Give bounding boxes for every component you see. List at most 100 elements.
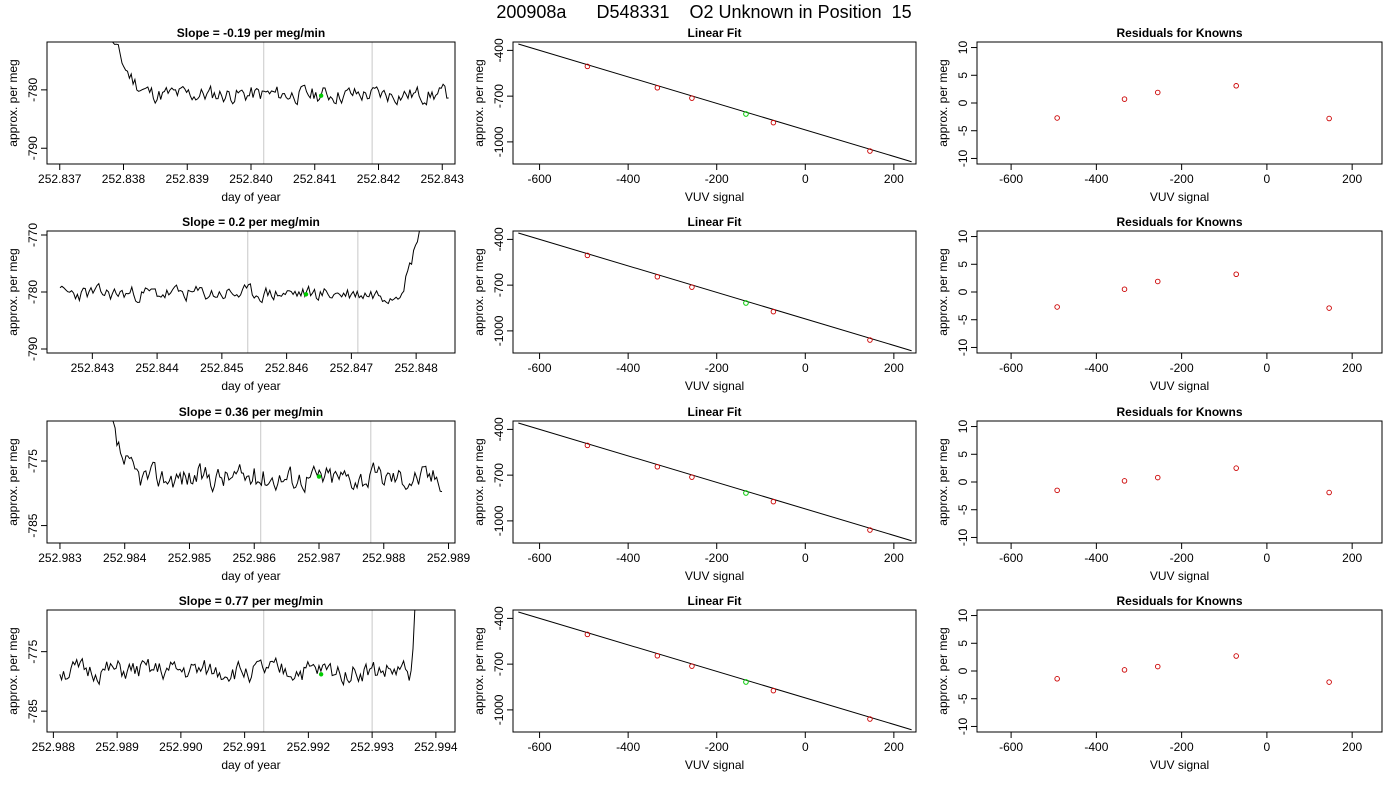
x-tick-label: 200 bbox=[884, 551, 904, 565]
y-tick-label: -700 bbox=[492, 463, 506, 487]
x-tick-label: 252.987 bbox=[297, 551, 341, 565]
x-tick-label: -200 bbox=[1170, 551, 1194, 565]
x-tick-label: 252.840 bbox=[229, 172, 273, 186]
panel-1-3: Residuals for Knowns VUV signal approx. pe… bbox=[936, 26, 1383, 204]
panel-2-3: Residuals for Knowns VUV signal approx. pe… bbox=[936, 215, 1383, 393]
data-trace-line bbox=[112, 421, 443, 494]
panel-title: Linear Fit bbox=[687, 405, 741, 419]
y-tick-label: 0 bbox=[956, 288, 970, 295]
panel-title: Residuals for Knowns bbox=[1116, 594, 1242, 608]
y-tick-label: -700 bbox=[492, 84, 506, 108]
y-axis-label: approx. per meg bbox=[936, 627, 950, 714]
y-tick-label: -1000 bbox=[492, 126, 506, 157]
x-tick-label: 252.986 bbox=[233, 551, 277, 565]
y-tick-label: -10 bbox=[956, 149, 970, 167]
plot-area bbox=[518, 232, 912, 352]
x-tick-label: -200 bbox=[705, 740, 729, 754]
x-tick-label: -200 bbox=[1170, 361, 1194, 375]
plot-frame bbox=[512, 41, 917, 165]
known-point bbox=[867, 527, 873, 533]
y-axis-label: approx. per meg bbox=[936, 438, 950, 525]
x-tick-label: 252.994 bbox=[414, 740, 458, 754]
x-tick-label: -400 bbox=[1084, 551, 1108, 565]
y-tick-label: -5 bbox=[956, 125, 970, 136]
y-tick-label: -785 bbox=[26, 513, 40, 537]
known-point bbox=[1054, 304, 1060, 310]
known-point bbox=[1233, 83, 1239, 89]
known-point bbox=[1233, 465, 1239, 471]
plot-frame bbox=[512, 420, 917, 544]
plot-area bbox=[112, 42, 449, 164]
x-tick-label: -600 bbox=[528, 551, 552, 565]
y-tick-label: -780 bbox=[26, 280, 40, 304]
y-tick-label: 10 bbox=[956, 420, 970, 434]
y-axis-label: approx. per meg bbox=[6, 59, 20, 146]
x-axis-label: day of year bbox=[221, 569, 280, 583]
y-tick-label: -790 bbox=[26, 337, 40, 361]
x-axis-label: VUV signal bbox=[1150, 379, 1209, 393]
plot-frame bbox=[512, 230, 917, 354]
plot-area bbox=[1054, 83, 1332, 122]
x-tick-label: 252.841 bbox=[293, 172, 337, 186]
x-axis-label: day of year bbox=[221, 379, 280, 393]
x-tick-label: 200 bbox=[1342, 172, 1362, 186]
known-point bbox=[1326, 489, 1332, 496]
panel-title: Slope = 0.36 per meg/min bbox=[179, 405, 323, 419]
unknown-point bbox=[318, 93, 324, 98]
x-tick-label: 0 bbox=[1264, 361, 1271, 375]
known-point bbox=[1155, 89, 1161, 96]
x-tick-label: 252.993 bbox=[350, 740, 394, 754]
x-tick-label: 0 bbox=[1264, 172, 1271, 186]
y-tick-label: 5 bbox=[956, 72, 970, 79]
known-point bbox=[1054, 487, 1060, 494]
panel-title: Slope = 0.77 per meg/min bbox=[179, 594, 323, 608]
panel-1-1: Slope = -0.19 per meg/min day of year appr… bbox=[6, 26, 464, 204]
x-tick-label: -200 bbox=[1170, 740, 1194, 754]
panel-title: Linear Fit bbox=[687, 26, 741, 40]
x-tick-label: 0 bbox=[802, 361, 809, 375]
plot-area bbox=[1054, 465, 1332, 496]
panel-title: Residuals for Knowns bbox=[1116, 405, 1242, 419]
x-tick-label: 252.847 bbox=[330, 361, 374, 375]
known-point bbox=[689, 284, 695, 290]
x-tick-label: -400 bbox=[1084, 172, 1108, 186]
x-tick-label: 0 bbox=[802, 551, 809, 565]
data-trace-line bbox=[59, 610, 416, 687]
fit-line bbox=[518, 43, 912, 163]
x-tick-label: -400 bbox=[616, 361, 640, 375]
plot-area bbox=[59, 231, 420, 353]
x-tick-label: 200 bbox=[884, 740, 904, 754]
y-tick-label: -700 bbox=[492, 273, 506, 297]
known-point bbox=[1121, 667, 1128, 673]
plot-frame bbox=[976, 230, 1383, 354]
x-tick-label: -600 bbox=[999, 361, 1023, 375]
x-axis-label: VUV signal bbox=[685, 569, 744, 583]
y-tick-label: -1000 bbox=[492, 505, 506, 536]
plot-area bbox=[518, 422, 912, 542]
x-axis-label: VUV signal bbox=[685, 190, 744, 204]
x-tick-label: -400 bbox=[616, 740, 640, 754]
x-tick-label: 200 bbox=[1342, 551, 1362, 565]
x-tick-label: -600 bbox=[999, 172, 1023, 186]
known-point bbox=[1155, 663, 1161, 670]
y-tick-label: -400 bbox=[492, 227, 506, 251]
y-tick-label: -790 bbox=[26, 136, 40, 160]
known-point bbox=[1121, 96, 1128, 102]
x-tick-label: 252.838 bbox=[102, 172, 146, 186]
x-tick-label: 252.988 bbox=[32, 740, 76, 754]
x-tick-label: -200 bbox=[705, 361, 729, 375]
x-tick-label: 252.983 bbox=[38, 551, 82, 565]
known-point bbox=[770, 498, 777, 505]
known-point bbox=[867, 716, 873, 722]
x-tick-label: 252.846 bbox=[265, 361, 309, 375]
panel-3-2: Linear Fit VUV signal approx. per meg -600 -… bbox=[472, 405, 917, 583]
x-tick-label: 200 bbox=[1342, 740, 1362, 754]
x-axis-label: VUV signal bbox=[1150, 190, 1209, 204]
y-tick-label: -5 bbox=[956, 314, 970, 325]
y-axis-label: approx. per meg bbox=[6, 438, 20, 525]
known-point bbox=[1121, 286, 1128, 292]
x-tick-label: 200 bbox=[884, 361, 904, 375]
x-tick-label: -400 bbox=[1084, 740, 1108, 754]
panel-4-1: Slope = 0.77 per meg/min day of year appro… bbox=[6, 594, 458, 772]
unknown-point bbox=[743, 490, 749, 496]
